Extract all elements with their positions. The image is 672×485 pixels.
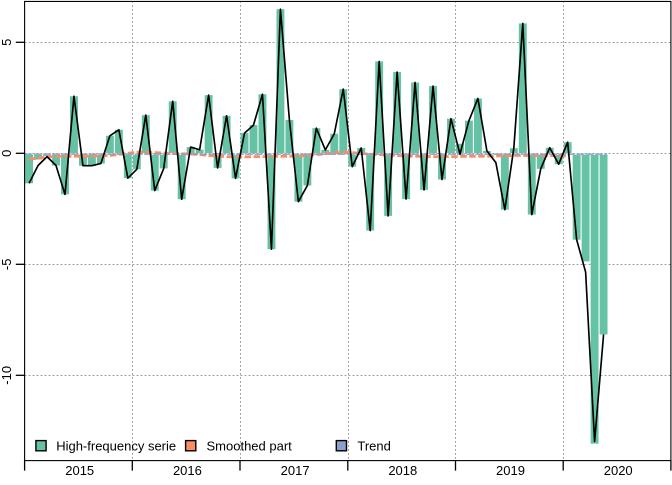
svg-text:Trend: Trend bbox=[357, 438, 390, 453]
svg-text:Smoothed part: Smoothed part bbox=[207, 438, 293, 453]
svg-text:High-frequency serie: High-frequency serie bbox=[56, 438, 176, 453]
svg-text:0: 0 bbox=[0, 150, 14, 157]
svg-text:2016: 2016 bbox=[173, 463, 202, 478]
svg-text:-10: -10 bbox=[0, 366, 14, 385]
svg-text:2015: 2015 bbox=[65, 463, 94, 478]
svg-text:2018: 2018 bbox=[388, 463, 417, 478]
svg-text:5: 5 bbox=[0, 39, 14, 46]
svg-text:2020: 2020 bbox=[604, 463, 633, 478]
svg-text:-5: -5 bbox=[0, 259, 14, 271]
svg-text:2019: 2019 bbox=[496, 463, 525, 478]
svg-text:2017: 2017 bbox=[281, 463, 310, 478]
